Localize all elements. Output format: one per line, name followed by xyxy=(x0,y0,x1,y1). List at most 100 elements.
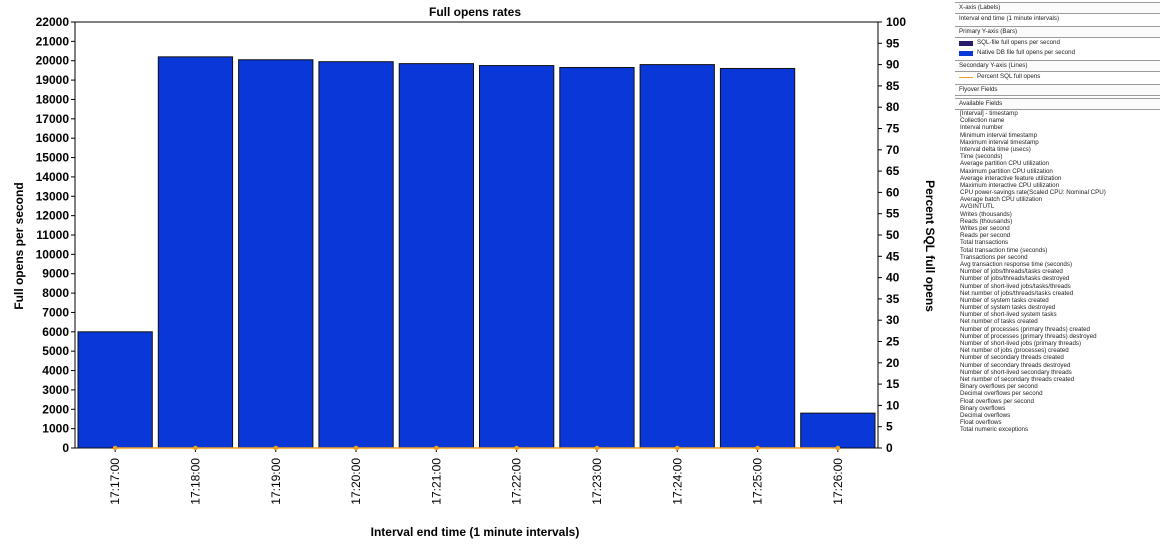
y-right-tick-label: 50 xyxy=(886,228,900,242)
line-point-percent-sql xyxy=(514,445,519,451)
y-right-tick-label: 0 xyxy=(886,441,893,455)
y-right-tick-label: 20 xyxy=(886,356,900,370)
y-right-tick-label: 100 xyxy=(886,15,906,29)
y-left-tick-label: 11000 xyxy=(36,228,69,242)
available-field-item[interactable]: Number of short-lived secondary threads xyxy=(960,368,1072,376)
y-left-tick-label: 10000 xyxy=(36,247,70,261)
available-field-item[interactable]: Net number of jobs/threads/tasks created xyxy=(960,289,1074,297)
available-field-item[interactable]: Float overflows per second xyxy=(960,397,1034,405)
available-field-item[interactable]: Interval delta time (usecs) xyxy=(960,145,1031,153)
available-field-item[interactable]: Number of secondary threads destroyed xyxy=(960,361,1071,369)
available-field-item[interactable]: Decimal overflows per second xyxy=(960,390,1043,398)
bar-native-db-full-opens xyxy=(559,67,635,449)
available-field-item[interactable]: Binary overflows per second xyxy=(960,383,1038,391)
y-left-tick-label: 5000 xyxy=(42,344,69,358)
available-field-item[interactable]: Minimum interval timestamp xyxy=(960,131,1038,139)
available-field-item[interactable]: Total transaction time (seconds) xyxy=(960,246,1048,254)
primary-axis-section-header[interactable]: Primary Y-axis (Bars) xyxy=(955,26,1160,38)
xaxis-section-header[interactable]: X-axis (Labels) xyxy=(955,2,1160,14)
y-left-tick-label: 17000 xyxy=(36,112,70,126)
available-field-item[interactable]: [Interval] - timestamp xyxy=(960,110,1018,117)
available-field-item[interactable]: Number of jobs/threads/tasks created xyxy=(960,268,1063,276)
available-field-item[interactable]: Number of secondary threads created xyxy=(960,354,1064,362)
y-right-tick-label: 55 xyxy=(886,207,900,221)
available-field-item[interactable]: Net number of secondary threads created xyxy=(960,375,1075,383)
available-field-item[interactable]: Float overflows xyxy=(960,419,1002,427)
line-point-percent-sql xyxy=(755,445,760,451)
primary-field-sql[interactable]: SQL-file full opens per second xyxy=(955,38,1160,48)
available-field-item[interactable]: CPU power-savings rate(Scaled CPU: Nomin… xyxy=(960,189,1106,197)
y-right-tick-label: 65 xyxy=(886,164,900,178)
y-axis-right-label: Percent SQL full opens xyxy=(923,180,937,312)
x-axis-label: Interval end time (1 minute intervals) xyxy=(370,525,580,539)
available-field-item[interactable]: Maximum interval timestamp xyxy=(960,138,1039,146)
y-left-tick-label: 0 xyxy=(62,441,69,455)
available-field-item[interactable]: Number of processes (primary threads) de… xyxy=(960,332,1097,340)
bar-native-db-full-opens xyxy=(318,61,394,449)
available-field-item[interactable]: AVGINTUTL xyxy=(960,203,995,211)
line-point-percent-sql xyxy=(434,445,439,451)
y-right-tick-label: 10 xyxy=(886,398,900,412)
available-field-item[interactable]: Total numeric exceptions xyxy=(960,426,1029,434)
y-right-tick-label: 40 xyxy=(886,271,900,285)
available-field-item[interactable]: Interval number xyxy=(960,124,1003,132)
x-tick-label: 17:25:00 xyxy=(751,458,765,505)
xaxis-field[interactable]: Interval end time (1 minute intervals) xyxy=(955,14,1160,24)
line-point-percent-sql xyxy=(112,445,118,451)
secondary-axis-section-header[interactable]: Secondary Y-axis (Lines) xyxy=(955,60,1160,72)
available-field-item[interactable]: Number of system tasks destroyed xyxy=(960,304,1056,312)
available-field-item[interactable]: Average batch CPU utilization xyxy=(960,196,1043,204)
available-field-item[interactable]: Transactions per second xyxy=(960,253,1028,261)
bar-native-db-full-opens xyxy=(639,64,715,449)
line-point-percent-sql xyxy=(835,445,841,451)
available-field-item[interactable]: Reads (thousands) xyxy=(960,217,1013,225)
available-field-item[interactable]: Number of short-lived jobs (primary thre… xyxy=(960,340,1082,347)
available-field-item[interactable]: Collection name xyxy=(960,117,1005,125)
available-field-item[interactable]: Average interactive feature utilization xyxy=(960,174,1062,182)
available-field-item[interactable]: Number of short-lived system tasks xyxy=(960,311,1057,319)
y-right-tick-label: 80 xyxy=(886,100,900,114)
available-field-item[interactable]: Number of jobs/threads/tasks destroyed xyxy=(960,275,1070,283)
x-tick-label: 17:23:00 xyxy=(590,458,604,505)
y-left-tick-label: 15000 xyxy=(36,151,70,165)
available-field-item[interactable]: Number of processes (primary threads) cr… xyxy=(960,325,1090,333)
available-field-item[interactable]: Time (seconds) xyxy=(960,153,1003,161)
y-axis-left-label: Full opens per second xyxy=(12,182,26,310)
available-field-item[interactable]: Number of short-lived jobs/tasks/threads xyxy=(960,282,1071,290)
available-field-item[interactable]: Avg transaction response time (seconds) xyxy=(960,260,1073,268)
available-field-item[interactable]: Reads per second xyxy=(960,232,1011,240)
available-field-item[interactable]: Net number of jobs (processes) created xyxy=(960,347,1069,355)
line-point-percent-sql xyxy=(193,445,198,451)
flyover-section-header[interactable]: Flyover Fields xyxy=(955,84,1160,96)
primary-field-native[interactable]: Native DB file full opens per second xyxy=(955,48,1160,58)
secondary-field-label: Percent SQL full opens xyxy=(977,73,1041,80)
bar-native-db-full-opens xyxy=(479,65,555,449)
available-field-item[interactable]: Decimal overflows xyxy=(960,411,1011,419)
available-field-item[interactable]: Net number of tasks created xyxy=(960,318,1038,326)
y-left-tick-label: 22000 xyxy=(36,15,70,29)
y-left-tick-label: 19000 xyxy=(36,73,70,87)
available-field-item[interactable]: Number of system tasks created xyxy=(960,296,1049,304)
line-point-percent-sql xyxy=(353,445,359,451)
available-field-item[interactable]: Writes per second xyxy=(960,225,1010,232)
primary-field-label: SQL-file full opens per second xyxy=(977,39,1060,46)
bar-native-db-full-opens xyxy=(157,56,234,449)
line-point-percent-sql xyxy=(273,445,279,451)
available-field-item[interactable]: Maximum interactive CPU utilization xyxy=(960,181,1060,189)
available-field-item[interactable]: Average partition CPU utilization xyxy=(960,160,1049,168)
available-section-header[interactable]: Available Fields xyxy=(955,98,1160,110)
y-right-tick-label: 95 xyxy=(886,36,900,50)
available-field-item[interactable]: Total transactions xyxy=(960,239,1009,247)
series-color-swatch xyxy=(959,40,973,46)
available-field-item[interactable]: Binary overflows xyxy=(960,404,1006,412)
bar-native-db-full-opens xyxy=(77,331,153,449)
y-left-tick-label: 20000 xyxy=(36,54,70,68)
line-point-percent-sql xyxy=(674,445,680,451)
chart-svg: 0100020003000400050006000700080009000100… xyxy=(36,15,907,505)
available-field-item[interactable]: Maximum partition CPU utilization xyxy=(960,167,1053,175)
y-right-tick-label: 25 xyxy=(886,335,900,349)
available-fields-list: [Interval] - timestamp Collection name Int… xyxy=(955,110,1160,433)
secondary-field-percent[interactable]: Percent SQL full opens xyxy=(955,72,1160,82)
bar-native-db-full-opens xyxy=(238,59,314,449)
available-field-item[interactable]: Writes (thousands) xyxy=(960,210,1012,218)
